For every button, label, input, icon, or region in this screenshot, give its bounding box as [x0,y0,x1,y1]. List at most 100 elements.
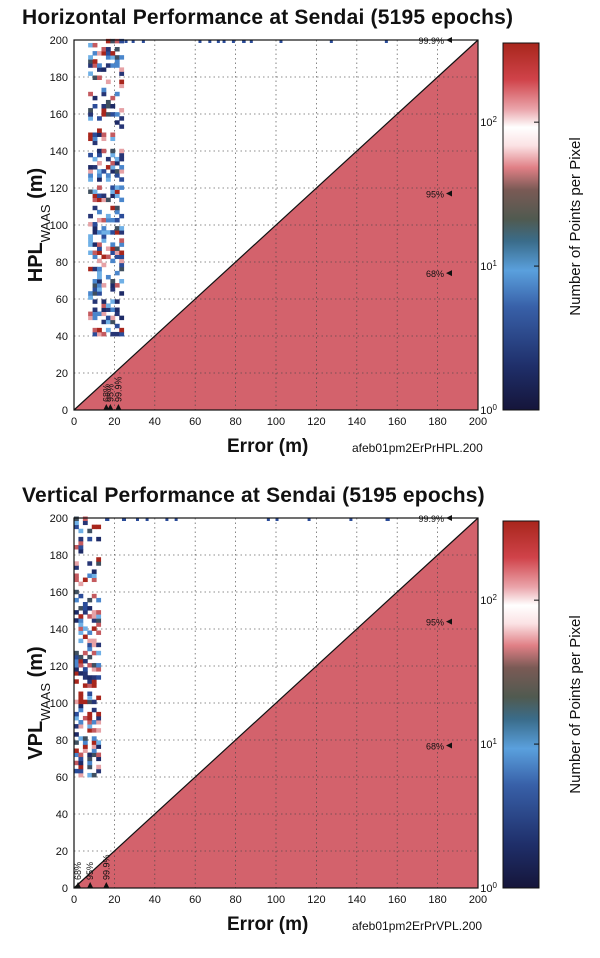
density-pixel [96,744,102,749]
density-pixel [96,675,102,680]
density-pixel [88,242,93,247]
density-pixel [74,650,79,656]
density-pixel [78,618,84,623]
density-pixel [101,104,107,109]
density-pixel [92,104,98,109]
density-pixel [110,315,116,321]
density-pixel [101,193,107,199]
density-pixel [110,148,116,154]
density-pixel [87,752,93,758]
density-pixel [110,287,116,292]
density-pixel [110,132,116,137]
density-pixel [87,724,93,729]
x-axis-label: Error (m) [227,436,308,457]
density-pixel [78,663,84,668]
density-pixel [97,128,102,133]
density-pixel [97,116,102,121]
density-pixel [78,536,84,542]
density-pixel [88,173,93,178]
density-pixel [119,185,125,190]
density-pixel [114,311,120,317]
density-pixel [119,108,125,113]
density-pixel [92,226,98,231]
y-tick-label: 60 [56,772,68,784]
x-tick-label: 100 [267,894,285,906]
y-tick-label: 80 [56,735,68,747]
density-pixel [88,71,93,76]
density-pixel [91,720,97,725]
density-pixel [82,516,88,521]
density-pixel [74,663,79,668]
colorbar-tick-label: 102 [480,593,497,608]
density-pixel [119,124,125,129]
x-tick-label: 120 [307,894,325,906]
pl-percentile-label: 99.9% [418,514,444,524]
density-pixel [91,748,97,753]
error-percentile-marker [103,882,110,888]
density-pixel [110,185,116,190]
density-pixel [96,597,102,603]
density-pixel [97,185,102,190]
density-pixel [119,226,125,231]
density-pixel [87,573,93,578]
density-pixel [91,699,97,705]
density-pixel [97,327,102,333]
density-pixel [119,254,125,260]
density-pixel [97,246,102,251]
density-pixel [74,524,79,530]
density-pixel [88,116,93,121]
density-pixel [87,597,93,603]
density-pixel [88,91,93,97]
density-pixel [97,177,102,182]
density-pixel [97,266,102,272]
x-tick-label: 80 [229,416,241,428]
y-tick-label: 120 [50,661,68,673]
density-pixel [114,185,120,190]
density-pixel [74,618,79,623]
density-pixel [119,79,125,85]
density-pixel [78,691,84,696]
density-pixel [119,279,125,284]
density-pixel [110,165,116,170]
density-pixel [91,569,97,574]
density-pixel [101,47,107,52]
density-pixel [82,683,88,688]
density-pixel [114,323,120,329]
x-tick-label: 60 [189,416,201,428]
density-pixel [91,642,97,648]
density-pixel [384,40,388,43]
density-pixel [96,711,102,717]
density-pixel [119,116,125,121]
density-pixel [74,724,79,729]
density-pixel [87,646,93,652]
density-pixel [74,699,79,705]
density-pixel [141,40,145,43]
density-pixel [119,291,125,296]
density-pixel [119,262,125,268]
density-pixel [114,209,120,215]
density-pixel [92,165,98,170]
density-pixel [91,610,97,615]
y-tick-label: 200 [50,513,68,525]
density-pixel [87,764,93,770]
density-pixel [105,79,111,85]
density-pixel [78,724,84,729]
y-tick-label: 100 [50,220,68,232]
density-pixel [92,59,98,64]
density-pixel [101,136,107,142]
density-pixel [110,38,116,44]
density-pixel [78,545,84,550]
density-pixel [82,715,88,721]
colorbar-label: Number of Points per Pixel [567,137,584,315]
density-pixel [91,772,97,778]
density-pixel [114,47,120,52]
x-tick-label: 120 [307,416,325,428]
density-pixel [88,213,93,219]
density-pixel [110,307,116,312]
density-pixel [101,67,107,72]
density-pixel [97,291,102,296]
density-pixel [101,234,107,239]
density-pixel [92,189,98,194]
density-pixel [78,760,84,766]
density-pixel [96,663,102,668]
